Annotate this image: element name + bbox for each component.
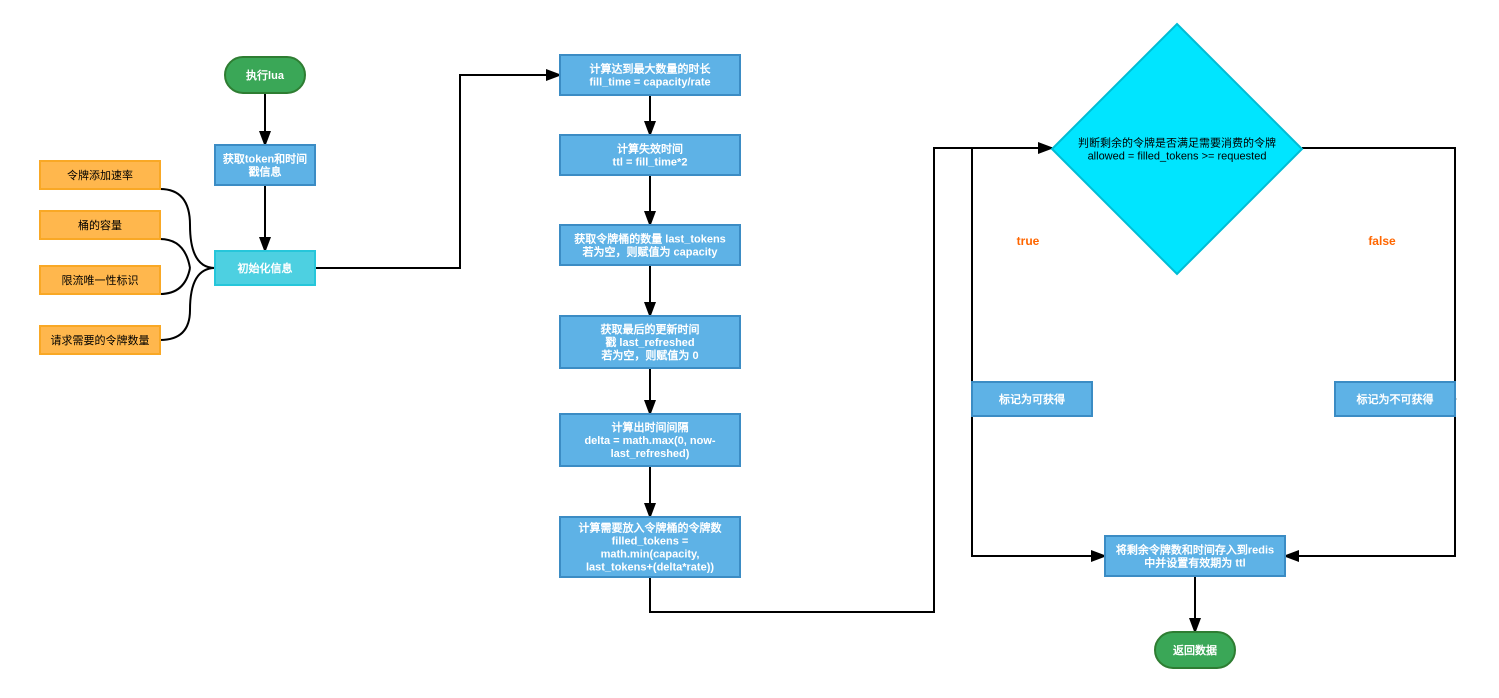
node-c2: 计算失效时间ttl = fill_time*2 [560,135,740,175]
edge [160,189,215,340]
node-decision: 判断剩余的令牌是否满足需要消费的令牌allowed = filled_token… [1052,24,1302,274]
branch-label-false: false [1368,234,1396,248]
node-c4-line2: 若为空，则赋值为 0 [601,348,698,362]
node-p4: 请求需要的令牌数量 [40,326,160,354]
node-p1: 令牌添加速率 [40,161,160,189]
node-init-line0: 初始化信息 [238,261,293,275]
node-init: 初始化信息 [215,251,315,285]
edge [1285,399,1455,556]
node-p2: 桶的容量 [40,211,160,239]
node-decision-line1: allowed = filled_tokens >= requested [1088,151,1267,163]
edge [315,75,560,268]
node-p3: 限流唯一性标识 [40,266,160,294]
node-decision-line0: 判断剩余的令牌是否满足需要消费的令牌 [1078,136,1276,150]
node-end: 返回数据 [1155,632,1235,668]
node-c2-line1: ttl = fill_time*2 [613,157,688,169]
node-bt-line0: 标记为可获得 [998,392,1065,406]
node-c4: 获取最后的更新时间戳 last_refreshed若为空，则赋值为 0 [560,316,740,368]
node-c1: 计算达到最大数量的时长fill_time = capacity/rate [560,55,740,95]
edge [160,239,190,268]
node-gettoken-line1: 戳信息 [249,165,282,179]
node-c3-line0: 获取令牌桶的数量 last_tokens [574,232,726,246]
node-start-line0: 执行lua [246,68,285,82]
node-bt: 标记为可获得 [972,382,1092,416]
node-p1-line0: 令牌添加速率 [67,168,133,182]
node-save: 将剩余令牌数和时间存入到redis中并设置有效期为 ttl [1105,536,1285,576]
node-c6-line2: math.min(capacity, [601,549,700,561]
node-c6-line1: filled_tokens = [612,536,689,548]
node-c4-line1: 戳 last_refreshed [605,335,694,349]
node-c3-line1: 若为空，则赋值为 capacity [582,245,718,259]
node-c5-line1: delta = math.max(0, now- [584,435,715,447]
node-c4-line0: 获取最后的更新时间 [601,322,700,336]
node-c1-line1: fill_time = capacity/rate [589,77,710,89]
flowchart-canvas: 执行lua 获取token和时间戳信息初始化信息 令牌添加速率桶的容量限流唯一性标识… [0,0,1499,698]
edge [972,148,1052,399]
node-c5: 计算出时间间隔delta = math.max(0, now-last_refr… [560,414,740,466]
node-c6-line3: last_tokens+(delta*rate)) [586,562,714,574]
node-c6: 计算需要放入令牌桶的令牌数filled_tokens =math.min(cap… [560,517,740,577]
node-c5-line2: last_refreshed) [611,448,690,460]
node-start: 执行lua [225,57,305,93]
node-p2-line0: 桶的容量 [78,218,122,232]
edge [160,268,190,294]
node-c5-line0: 计算出时间间隔 [612,420,689,434]
node-gettoken-line0: 获取token和时间 [223,152,307,166]
node-c3: 获取令牌桶的数量 last_tokens若为空，则赋值为 capacity [560,225,740,265]
edge [972,399,1105,556]
node-p3-line0: 限流唯一性标识 [62,273,139,287]
node-c2-line0: 计算失效时间 [617,142,683,156]
branch-label-true: true [1017,234,1040,248]
node-bf-line0: 标记为不可获得 [1356,392,1434,406]
node-save-line1: 中并设置有效期为 ttl [1144,556,1245,570]
node-c6-line0: 计算需要放入令牌桶的令牌数 [579,521,723,535]
node-gettoken: 获取token和时间戳信息 [215,145,315,185]
node-save-line0: 将剩余令牌数和时间存入到redis [1116,543,1274,557]
node-bf: 标记为不可获得 [1335,382,1455,416]
nodes-layer: 执行lua 获取token和时间戳信息初始化信息 令牌添加速率桶的容量限流唯一性标识… [40,24,1455,668]
node-p4-line0: 请求需要的令牌数量 [51,333,150,347]
node-end-line0: 返回数据 [1173,643,1217,657]
node-c1-line0: 计算达到最大数量的时长 [590,62,712,76]
